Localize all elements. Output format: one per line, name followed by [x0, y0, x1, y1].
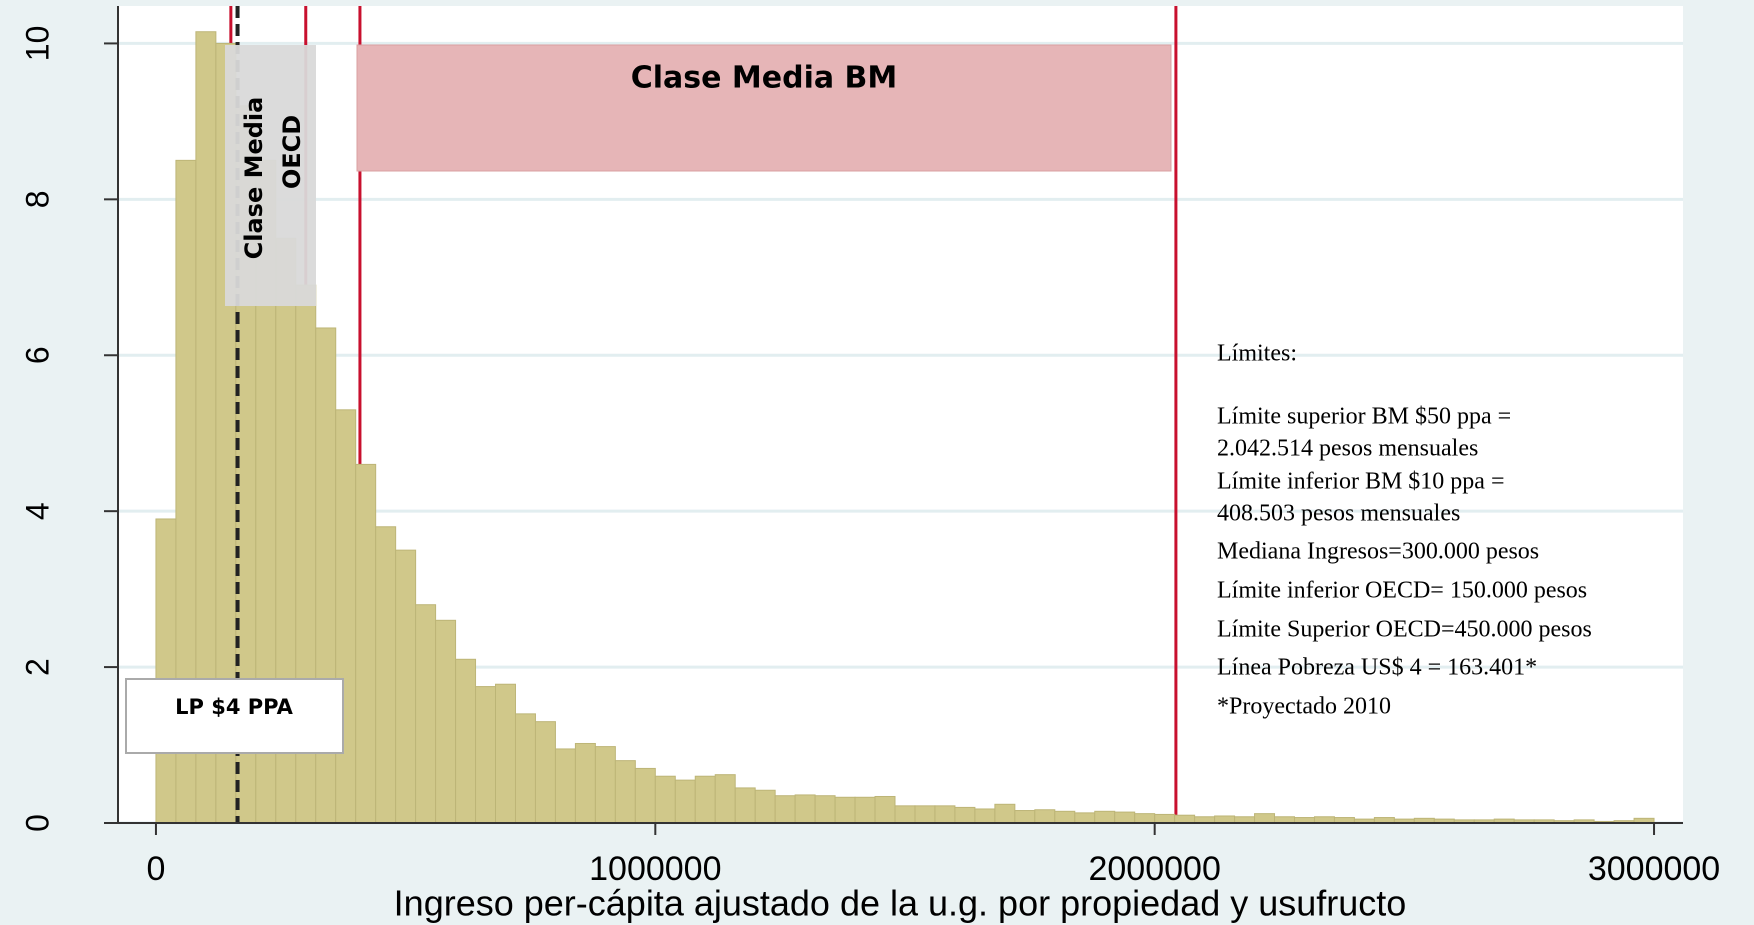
- bar: [914, 805, 936, 824]
- x-tick-label: 3000000: [1588, 850, 1720, 888]
- bar: [654, 775, 676, 824]
- bar: [1134, 813, 1156, 824]
- bar: [974, 808, 996, 824]
- bar: [874, 795, 896, 824]
- note-line: Línea Pobreza US$ 4 = 163.401*: [1217, 655, 1537, 681]
- bar: [475, 686, 497, 824]
- bar: [794, 794, 816, 824]
- bar: [1094, 810, 1116, 824]
- y-tick-label: 2: [19, 658, 55, 676]
- bar: [674, 779, 696, 824]
- oecd-label: OECD: [278, 115, 306, 189]
- y-tick-label: 8: [19, 190, 55, 208]
- bar: [395, 549, 417, 824]
- bar: [455, 658, 477, 824]
- x-tick-label: 0: [146, 850, 165, 888]
- bar: [1054, 810, 1076, 824]
- bar: [1034, 809, 1056, 824]
- bar: [415, 604, 437, 824]
- bar: [534, 721, 556, 824]
- oecd-label: Clase Media: [240, 97, 268, 260]
- bar: [335, 409, 357, 824]
- note-line: Mediana Ingresos=300.000 pesos: [1217, 539, 1539, 565]
- bm-label: Clase Media BM: [631, 61, 898, 96]
- bar: [1014, 810, 1036, 824]
- bar: [854, 796, 876, 824]
- bar: [155, 518, 177, 824]
- bar: [554, 748, 576, 824]
- bar: [754, 789, 776, 824]
- note-line: 408.503 pesos mensuales: [1217, 501, 1460, 527]
- bar: [435, 619, 457, 824]
- note-line: Límite inferior OECD= 150.000 pesos: [1217, 578, 1587, 604]
- bar: [1074, 812, 1096, 824]
- bar: [954, 806, 976, 824]
- bar: [594, 746, 616, 824]
- bar: [994, 803, 1016, 824]
- bar: [495, 683, 516, 824]
- bar: [934, 805, 956, 824]
- bar: [714, 774, 736, 824]
- bar: [1254, 813, 1276, 824]
- x-tick-label: 1000000: [589, 850, 721, 888]
- note-line: Límite superior BM $50 ppa =: [1217, 404, 1511, 430]
- bar: [774, 795, 796, 824]
- bm-box: [356, 44, 1172, 172]
- note-line: 2.042.514 pesos mensuales: [1217, 436, 1478, 462]
- lp-label: LP $4 PPA: [175, 695, 293, 719]
- y-tick-label: 0: [19, 814, 55, 832]
- note-line: *Proyectado 2010: [1217, 694, 1391, 720]
- note-line: Límite Superior OECD=450.000 pesos: [1217, 617, 1592, 643]
- bar: [634, 767, 656, 824]
- y-tick-label: 6: [19, 346, 55, 364]
- bar: [734, 787, 756, 824]
- bar: [694, 775, 716, 824]
- bar: [1214, 815, 1236, 824]
- bar: [1154, 813, 1176, 824]
- note-line: Límites:: [1217, 341, 1297, 367]
- bar: [614, 760, 636, 824]
- bar: [375, 526, 397, 824]
- bar: [514, 713, 536, 824]
- oecd-box: [225, 45, 316, 306]
- bar: [814, 795, 836, 824]
- note-line: Límite inferior BM $10 ppa =: [1217, 469, 1504, 495]
- y-tick-label: 4: [19, 502, 55, 520]
- bar: [574, 742, 596, 824]
- x-tick-label: 2000000: [1088, 850, 1220, 888]
- bar: [1174, 814, 1196, 824]
- x-axis-label: Ingreso per-cápita ajustado de la u.g. p…: [394, 883, 1407, 924]
- bar: [834, 796, 856, 824]
- y-tick-label: 10: [19, 26, 55, 62]
- lp-box: [125, 678, 344, 754]
- bar: [1114, 811, 1136, 824]
- bar: [894, 805, 916, 824]
- bar: [355, 463, 377, 824]
